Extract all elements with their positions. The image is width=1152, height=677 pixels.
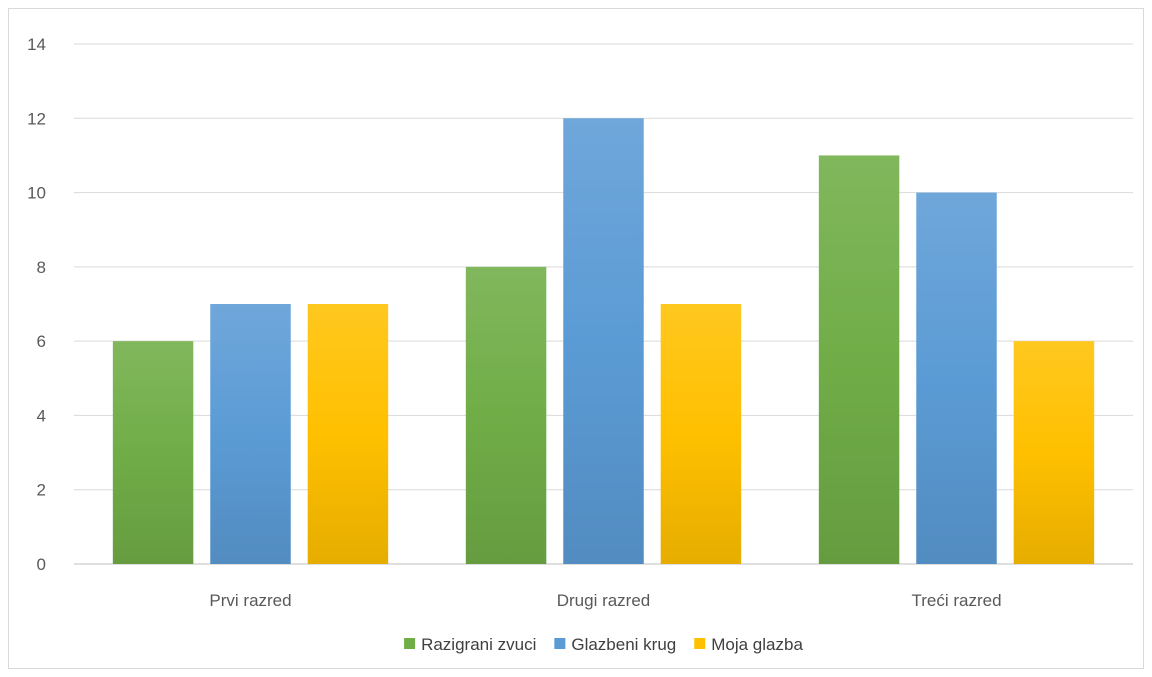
legend-label: Razigrani zvuci — [421, 635, 536, 654]
bars — [112, 118, 1095, 565]
bar — [112, 341, 194, 564]
y-tick-label: 10 — [27, 184, 46, 203]
x-tick-label: Drugi razred — [557, 591, 651, 610]
legend-label: Moja glazba — [711, 635, 803, 654]
y-tick-label: 6 — [37, 332, 46, 351]
x-axis: Prvi razred Drugi razred Treći razred — [209, 591, 1001, 610]
legend-item: Moja glazba — [694, 635, 803, 654]
x-tick-label: Treći razred — [911, 591, 1001, 610]
bar — [563, 118, 644, 565]
y-tick-label: 4 — [37, 406, 46, 425]
legend-swatch — [404, 638, 416, 649]
bar — [660, 304, 742, 564]
bar — [210, 304, 291, 564]
bar — [307, 304, 389, 564]
bar — [465, 266, 547, 564]
x-tick-label: Prvi razred — [209, 591, 291, 610]
legend-swatch — [554, 638, 566, 649]
y-tick-label: 2 — [37, 481, 46, 500]
bar — [818, 155, 900, 564]
y-tick-label: 14 — [27, 35, 46, 54]
legend-item: Glazbeni krug — [554, 635, 676, 654]
y-tick-label: 8 — [37, 258, 46, 277]
y-tick-label: 0 — [37, 555, 46, 574]
y-tick-label: 12 — [27, 109, 46, 128]
y-axis-ticks: 0 2 4 6 8 10 12 14 — [27, 35, 46, 574]
bar — [1013, 341, 1095, 564]
legend-label: Glazbeni krug — [571, 635, 676, 654]
legend: Razigrani zvuci Glazbeni krug Moja glazba — [404, 635, 803, 654]
legend-swatch — [694, 638, 706, 649]
legend-item: Razigrani zvuci — [404, 635, 536, 654]
bar — [916, 192, 997, 565]
